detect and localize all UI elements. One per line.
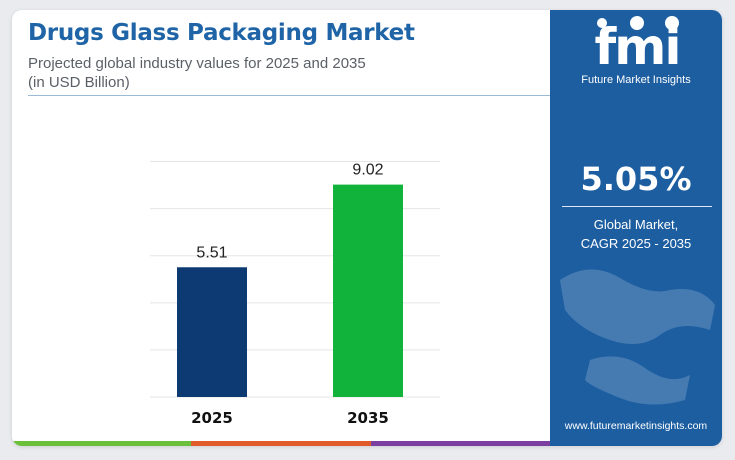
world-map-texture: [560, 269, 715, 405]
data-label-2035: 9.02: [352, 162, 383, 179]
cagr-label-line-2: CAGR 2025 - 2035: [580, 236, 692, 251]
bar-chart: 5.51 2025 9.02 2035: [150, 161, 440, 427]
infographic-card: Drugs Glass Packaging Market Projected g…: [12, 10, 722, 446]
bar-2025: [177, 267, 247, 397]
logo-dot-icon: [597, 18, 607, 28]
website-url: www.futuremarketinsights.com: [564, 420, 708, 432]
subtitle-line-2: (in USD Billion): [28, 74, 130, 91]
strip-segment-green: [12, 441, 192, 446]
logo-dot-icon: [665, 16, 679, 30]
cagr-label-line-1: Global Market,: [593, 217, 679, 232]
page-title: Drugs Glass Packaging Market: [28, 20, 415, 46]
chart-panel: Drugs Glass Packaging Market Projected g…: [12, 10, 550, 446]
data-label-2025: 5.51: [196, 244, 227, 261]
subtitle-line-1: Projected global industry values for 202…: [28, 55, 366, 72]
logo-dot-icon: [630, 16, 644, 30]
x-tick-label-2025: 2025: [191, 409, 233, 427]
cagr-value: 5.05%: [580, 160, 692, 198]
color-strip: [12, 441, 550, 446]
fmi-logo: fmi: [595, 16, 682, 74]
title-divider: [28, 95, 550, 96]
strip-segment-purple: [370, 441, 550, 446]
page-subtitle: Projected global industry values for 202…: [28, 54, 468, 92]
bar-2035: [333, 184, 403, 397]
cagr-label: Global Market, CAGR 2025 - 2035: [550, 215, 722, 253]
strip-segment-orange: [191, 441, 371, 446]
cagr-divider: [562, 206, 712, 207]
logo-tagline: Future Market Insights: [581, 74, 691, 86]
brand-panel: fmi Future Market Insights 5.05% Global …: [550, 10, 722, 446]
x-tick-label-2035: 2035: [347, 409, 389, 427]
